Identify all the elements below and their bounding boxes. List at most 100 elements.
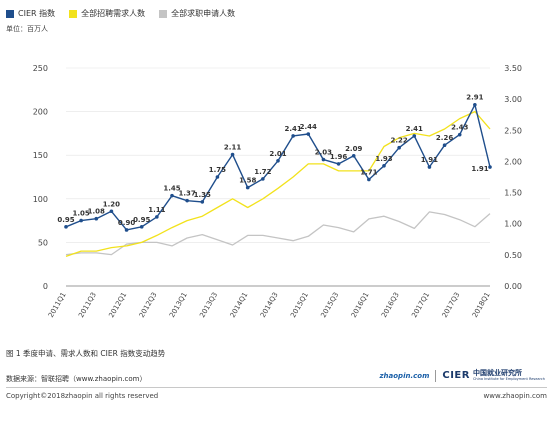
left-tick-label: 50 <box>38 238 48 247</box>
cier-logo: CIER 中国就业研究所 China Institute for Employm… <box>442 369 545 382</box>
cier-data-label: 0.95 <box>133 216 150 224</box>
x-tick-label: 2018Q1 <box>471 291 492 319</box>
cier-data-label: 1.75 <box>209 166 226 174</box>
x-tick-label: 2012Q3 <box>138 291 159 319</box>
cier-data-label: 2.01 <box>269 150 286 158</box>
legend-label-demand: 全部招聘需求人数 <box>81 9 146 18</box>
cier-data-label: 1.08 <box>88 208 105 216</box>
cier-point <box>473 102 477 107</box>
cier-data-label: 1.96 <box>330 153 347 161</box>
cier-logo-english: China Institute for Employment Research <box>472 376 545 381</box>
unit-label: 单位：百万人 <box>6 25 48 33</box>
cier-data-label: 1.91 <box>421 156 438 164</box>
cier-point <box>488 165 492 169</box>
x-tick-label: 2011Q3 <box>77 291 98 319</box>
cier-point <box>291 134 295 138</box>
right-tick-label: 0.00 <box>504 282 522 291</box>
right-tick-label: 3.00 <box>504 95 522 104</box>
cier-point <box>200 200 205 204</box>
cier-data-label: 0.95 <box>57 216 74 224</box>
x-tick-label: 2012Q1 <box>107 291 128 319</box>
left-axis: 0 50 100 150 200 250 <box>33 64 48 291</box>
cier-point <box>397 145 401 150</box>
cier-data-label: 1.45 <box>163 185 180 193</box>
x-tick-label: 2011Q1 <box>47 291 68 319</box>
x-tick-label: 2013Q3 <box>198 291 219 319</box>
x-tick-label: 2017Q1 <box>410 291 431 319</box>
cier-data-label: 1.91 <box>471 165 488 173</box>
cier-point <box>245 185 250 190</box>
cier-point <box>276 159 280 163</box>
figure-caption: 图 1 季度申请、需求人数和 CIER 指数变动趋势 <box>6 349 166 358</box>
x-axis: 2011Q1 2011Q3 2012Q1 2012Q3 2013Q1 2013Q3 2014… <box>47 291 492 319</box>
x-tick-label: 2015Q1 <box>289 291 310 319</box>
legend-item-demand: 全部招聘需求人数 <box>69 8 145 19</box>
x-tick-label: 2016Q3 <box>380 291 401 319</box>
cier-point <box>215 175 220 179</box>
legend-item-cier: CIER 指数 <box>6 8 55 19</box>
cier-data-label: 2.22 <box>391 137 408 145</box>
legend: CIER 指数 全部招聘需求人数 全部求职申请人数 <box>6 8 235 19</box>
cier-point <box>442 143 447 148</box>
right-tick-label: 1.00 <box>504 220 522 229</box>
left-tick-label: 100 <box>33 195 48 204</box>
legend-label-applicants: 全部求职申请人数 <box>171 9 236 18</box>
legend-item-applicants: 全部求职申请人数 <box>159 8 235 19</box>
gridlines <box>66 67 490 287</box>
right-tick-label: 3.50 <box>504 64 522 73</box>
x-tick-label: 2014Q3 <box>259 291 280 319</box>
cier-data-label: 1.93 <box>375 155 392 163</box>
cier-point <box>124 228 129 232</box>
data-labels: 0.951.051.081.200.900.951.111.451.371.35… <box>57 94 488 227</box>
left-tick-label: 250 <box>33 64 48 73</box>
cier-point <box>185 198 189 203</box>
cier-data-label: 1.58 <box>239 177 256 185</box>
right-tick-label: 1.50 <box>504 189 522 198</box>
cier-point <box>230 152 235 157</box>
x-tick-label: 2013Q1 <box>168 291 189 319</box>
cier-data-label: 2.91 <box>466 94 483 102</box>
cier-data-label: 2.41 <box>285 125 302 133</box>
series-line-demand <box>65 110 491 258</box>
cier-data-label: 1.35 <box>194 191 211 199</box>
cier-point <box>336 162 341 166</box>
cier-data-label: 2.11 <box>224 144 241 152</box>
right-tick-label: 0.50 <box>504 251 522 260</box>
cier-point <box>321 157 326 162</box>
zhaopin-logo: zhaopin.com <box>379 372 430 380</box>
cier-logo-mark: CIER <box>442 370 470 382</box>
x-tick-label: 2017Q3 <box>441 291 462 319</box>
copyright: Copyright©2018zhaopin all rights reserve… <box>6 392 159 400</box>
cier-point <box>64 225 68 229</box>
cier-data-label: 2.44 <box>300 123 317 131</box>
cier-point <box>155 215 159 219</box>
cier-data-label: 2.03 <box>315 149 332 157</box>
data-source: 数据来源：智联招聘（www.zhaopin.com） <box>6 375 147 383</box>
series-line-cier <box>65 103 491 231</box>
website-link[interactable]: www.zhaopin.com <box>483 392 547 400</box>
logos: zhaopin.com CIER 中国就业研究所 China Institute… <box>379 370 545 382</box>
cier-data-label: 0.90 <box>118 219 135 227</box>
legend-swatch-demand <box>69 9 78 18</box>
cier-point <box>94 216 99 221</box>
cier-point <box>170 193 174 198</box>
cier-data-label: 1.05 <box>73 210 90 218</box>
cier-point <box>427 165 432 169</box>
legend-swatch-cier <box>6 9 14 18</box>
logo-divider <box>435 370 437 382</box>
cier-data-label: 1.37 <box>179 190 196 198</box>
cier-data-label: 1.11 <box>148 206 165 214</box>
x-tick-label: 2015Q3 <box>319 291 340 319</box>
cier-point <box>306 132 311 136</box>
cier-logo-chinese: 中国就业研究所 <box>472 369 522 378</box>
cier-data-label: 2.41 <box>406 125 423 133</box>
right-tick-label: 2.50 <box>504 126 522 135</box>
right-tick-label: 2.00 <box>504 157 522 166</box>
cier-point <box>412 134 417 138</box>
cier-data-label: 1.20 <box>103 200 120 208</box>
cier-point <box>367 177 371 182</box>
cier-point <box>351 154 356 158</box>
left-tick-label: 200 <box>33 108 48 117</box>
series-layer <box>64 102 492 258</box>
